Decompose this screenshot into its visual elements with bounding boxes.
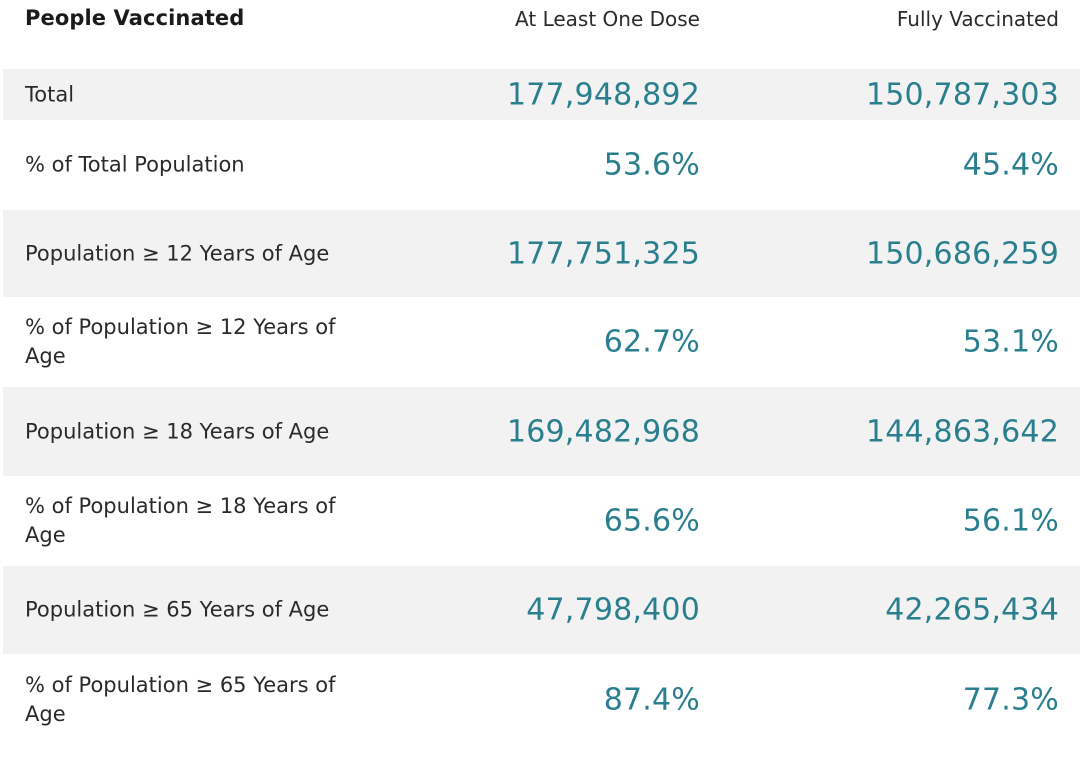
at-least-one-dose-value: 177,751,325: [506, 236, 700, 271]
table-row-pct-total: % of Total Population 53.6% 45.4%: [3, 120, 1080, 210]
fully-vaccinated-value: 56.1%: [962, 503, 1059, 539]
table-row-pop-18: Population ≥ 18 Years of Age 169,482,968…: [3, 387, 1080, 476]
fully-vaccinated-value: 45.4%: [962, 147, 1059, 183]
row-label: % of Total Population: [25, 152, 245, 177]
fully-vaccinated-value: 77.3%: [962, 682, 1059, 718]
fully-vaccinated-value: 144,863,642: [865, 414, 1059, 449]
row-label: Total: [25, 82, 75, 106]
row-label: % of Population ≥ 18 Years of Age: [25, 494, 336, 547]
header-at-least-one-dose: At Least One Dose: [515, 7, 700, 31]
table-row-pct-18: % of Population ≥ 18 Years of Age 65.6% …: [3, 476, 1080, 566]
fully-vaccinated-value: 150,787,303: [865, 77, 1059, 112]
table-row-pct-65: % of Population ≥ 65 Years of Age 87.4% …: [3, 654, 1080, 746]
table-row-total: Total 177,948,892 150,787,303: [3, 69, 1080, 120]
at-least-one-dose-value: 177,948,892: [506, 77, 700, 112]
at-least-one-dose-value: 169,482,968: [506, 414, 700, 449]
fully-vaccinated-value: 53.1%: [962, 324, 1059, 360]
fully-vaccinated-value: 42,265,434: [885, 592, 1059, 628]
table-row-pct-12: % of Population ≥ 12 Years of Age 62.7% …: [3, 297, 1080, 387]
row-label: % of Population ≥ 12 Years of Age: [25, 315, 336, 368]
at-least-one-dose-value: 47,798,400: [526, 592, 700, 628]
at-least-one-dose-value: 62.7%: [603, 324, 700, 360]
table-header: People Vaccinated At Least One Dose Full…: [0, 0, 1080, 42]
row-label: Population ≥ 12 Years of Age: [25, 241, 330, 265]
at-least-one-dose-value: 65.6%: [603, 503, 700, 539]
table-row-pop-12: Population ≥ 12 Years of Age 177,751,325…: [3, 210, 1080, 297]
at-least-one-dose-value: 53.6%: [603, 147, 700, 183]
fully-vaccinated-value: 150,686,259: [865, 236, 1059, 271]
table-row-pop-65: Population ≥ 65 Years of Age 47,798,400 …: [3, 566, 1080, 654]
row-label: % of Population ≥ 65 Years of Age: [25, 673, 336, 726]
row-label: Population ≥ 18 Years of Age: [25, 419, 330, 443]
header-people-vaccinated: People Vaccinated: [25, 6, 245, 30]
row-label: Population ≥ 65 Years of Age: [25, 597, 330, 622]
header-fully-vaccinated: Fully Vaccinated: [896, 7, 1059, 31]
at-least-one-dose-value: 87.4%: [603, 682, 700, 718]
